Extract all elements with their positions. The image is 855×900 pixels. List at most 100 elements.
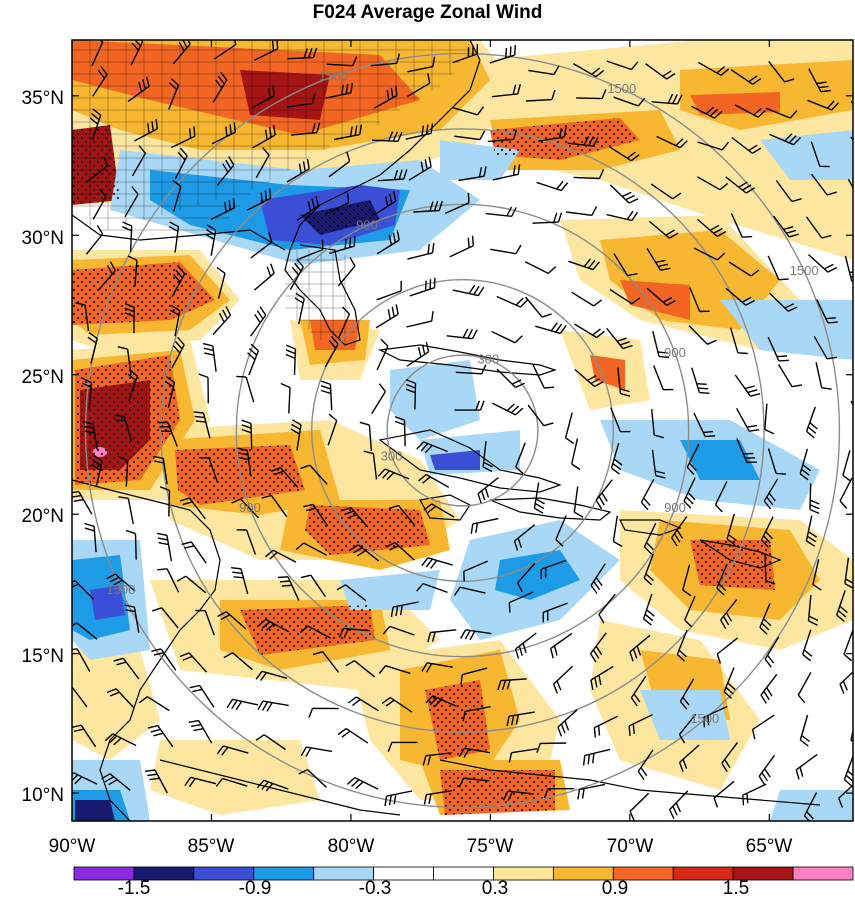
wind-barb xyxy=(716,563,728,596)
wind-barb xyxy=(656,135,688,149)
wind-barb xyxy=(454,400,485,411)
wind-barb xyxy=(723,667,736,699)
wind-barb xyxy=(277,576,300,601)
wind-barb xyxy=(223,652,253,671)
wind-barb xyxy=(458,166,487,182)
colorbar-label-4: 0.3 xyxy=(482,878,508,899)
wind-barb xyxy=(836,590,848,622)
wind-barb xyxy=(452,284,485,297)
wind-barb xyxy=(216,745,249,756)
wind-barb xyxy=(81,377,93,409)
range-ring-label-900: 900 xyxy=(356,218,378,233)
wind-barb xyxy=(642,593,655,626)
wind-barb xyxy=(525,296,552,318)
wind-barb xyxy=(236,529,257,555)
range-ring-label-900: 900 xyxy=(664,345,686,360)
wind-barb xyxy=(104,733,137,747)
wind-barb xyxy=(555,515,567,547)
wind-barb xyxy=(377,169,408,182)
colorbar-label-6: 1.5 xyxy=(723,878,749,899)
wind-barb xyxy=(571,438,581,471)
wind-barb xyxy=(421,557,453,569)
wind-barb xyxy=(769,292,798,312)
wind-barb xyxy=(114,414,133,442)
wind-barb xyxy=(805,406,818,439)
wind-barb xyxy=(577,783,606,800)
wind-barb xyxy=(308,707,339,718)
wind-barb xyxy=(606,60,639,71)
wind-barb xyxy=(566,206,598,216)
wind-barb xyxy=(609,288,641,305)
wind-barb xyxy=(300,574,326,598)
wind-barb xyxy=(157,568,180,593)
wind-barb xyxy=(406,341,430,367)
wind-barb xyxy=(231,498,260,519)
wind-barb xyxy=(84,522,97,553)
wind-barb xyxy=(289,258,304,290)
wind-barb xyxy=(564,412,575,445)
wind-barb xyxy=(698,61,730,76)
wind-barb xyxy=(514,632,537,659)
wind-barb xyxy=(536,742,567,754)
wind-barb xyxy=(216,156,235,186)
wind-barb xyxy=(188,719,213,744)
wind-barb xyxy=(287,47,318,60)
wind-barb xyxy=(446,328,478,340)
wind-barb xyxy=(257,700,289,712)
wind-barb xyxy=(387,741,418,753)
wind-barb xyxy=(72,490,93,515)
wind-barb xyxy=(349,544,380,562)
wind-barb xyxy=(205,224,217,256)
wind-barb xyxy=(168,221,180,253)
plot-frame xyxy=(71,39,854,822)
wind-barb xyxy=(405,379,417,410)
wind-barb xyxy=(370,53,401,67)
wind-barb xyxy=(92,188,107,220)
wind-barb xyxy=(421,662,453,673)
wind-barb xyxy=(805,515,818,547)
wind-barb xyxy=(252,124,276,149)
wind-barb xyxy=(145,769,168,794)
wind-barb xyxy=(320,380,333,411)
wind-barb xyxy=(795,753,818,780)
wind-barb xyxy=(72,724,97,748)
wind-barb xyxy=(767,336,789,362)
wind-barb xyxy=(427,629,457,643)
wind-barb xyxy=(118,496,134,525)
wind-barb xyxy=(491,330,523,344)
wind-barb xyxy=(246,188,272,211)
axis-ticks xyxy=(71,40,853,821)
wind-barb xyxy=(482,441,493,473)
wind-barb xyxy=(515,442,526,475)
wind-barb xyxy=(693,247,726,261)
wind-barb xyxy=(449,235,474,258)
wind-barb xyxy=(265,549,297,563)
wind-barb xyxy=(805,216,832,239)
range-ring-label-1500: 1500 xyxy=(319,68,348,83)
wind-barb xyxy=(775,180,802,203)
wind-barb xyxy=(568,258,600,271)
wind-barb xyxy=(250,306,267,337)
wind-barb xyxy=(170,304,181,337)
wind-barb xyxy=(684,595,696,628)
wind-barb xyxy=(407,73,431,98)
wind-barb xyxy=(72,772,98,785)
range-rings xyxy=(84,52,841,809)
wind-barb xyxy=(630,675,647,707)
lon-tick-65w: 65°W xyxy=(746,836,793,857)
colorbar-swatch xyxy=(792,866,854,881)
wind-barb xyxy=(87,332,98,364)
wind-barb xyxy=(767,448,787,475)
wind-barb xyxy=(571,291,603,307)
map-title: F024 Average Zonal Wind xyxy=(312,2,543,23)
wind-barb xyxy=(697,176,729,191)
range-ring-label-1500: 1500 xyxy=(607,81,636,96)
wind-barb xyxy=(691,367,710,394)
wind-barb xyxy=(839,670,853,694)
wind-barb xyxy=(376,280,402,301)
wind-barb xyxy=(536,180,569,192)
wind-barb xyxy=(388,504,416,527)
wind-barb xyxy=(347,696,379,712)
range-ring-label-300: 300 xyxy=(477,352,499,367)
wind-barb xyxy=(179,497,206,520)
